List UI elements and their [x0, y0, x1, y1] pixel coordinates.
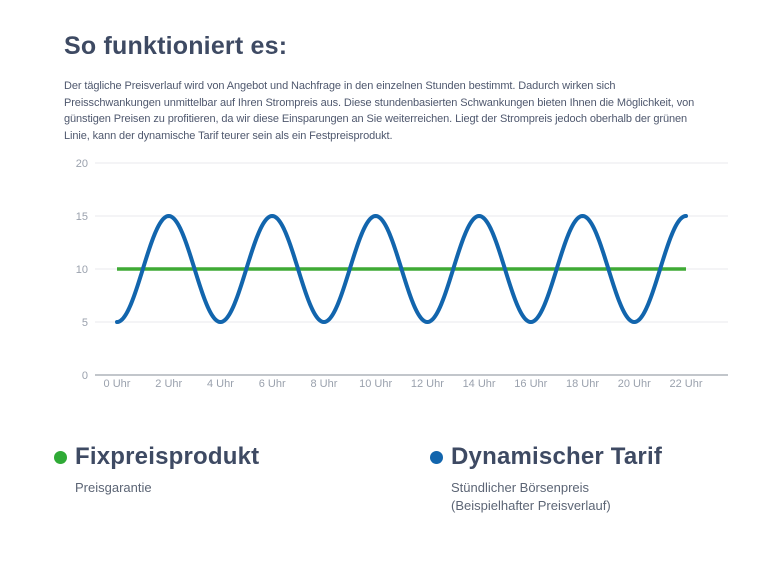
intro-line: Linie, kann der dynamische Tarif teurer … [64, 129, 393, 142]
legend-item-fixpreisprodukt: Fixpreisprodukt Preisgarantie [54, 441, 259, 497]
intro-line: Preisschwankungen unmittelbar auf Ihren … [64, 96, 695, 109]
legend-item-dynamischer-tarif: Dynamischer Tarif Stündlicher Börsenprei… [430, 441, 662, 515]
x-tick-label: 20 Uhr [618, 378, 651, 390]
x-tick-label: 10 Uhr [359, 378, 392, 390]
dynamischer-tarif-curve [115, 214, 688, 324]
x-tick-label: 16 Uhr [514, 378, 547, 390]
legend-sub-dynamischer-tarif-line2: (Beispielhafter Preisverlauf) [451, 498, 611, 513]
legend-sub-dynamischer-tarif-line1: Stündlicher Börsenpreis [451, 480, 590, 495]
x-tick-label: 0 Uhr [104, 378, 131, 390]
legend-title-dynamischer-tarif: Dynamischer Tarif [451, 443, 663, 470]
x-tick-label: 18 Uhr [566, 378, 599, 390]
legend-sub-fixpreisprodukt: Preisgarantie [75, 480, 152, 495]
price-chart: 0 5 10 15 20 0 Uhr 2 Uhr 4 Uhr 6 Uhr 8 Uhr 10 Uhr 1… [0, 150, 768, 400]
price-chart-canvas: 0 5 10 15 20 0 Uhr 2 Uhr 4 Uhr 6 Uhr 8 Uhr 10 Uhr 1… [76, 158, 728, 390]
page-title: So funktioniert es: [64, 32, 288, 60]
x-tick-label: 2 Uhr [155, 378, 182, 390]
x-tick-label: 12 Uhr [411, 378, 444, 390]
x-tick-label: 14 Uhr [463, 378, 496, 390]
y-tick-label: 20 [76, 158, 88, 170]
dynamisch-bullet-icon [430, 451, 443, 464]
legend-title-fixpreisprodukt: Fixpreisprodukt [75, 443, 260, 470]
x-tick-label: 22 Uhr [669, 378, 702, 390]
intro-line: günstigen Preisen zu profitieren, da wir… [64, 113, 688, 125]
y-tick-label: 10 [76, 264, 88, 276]
y-tick-label: 15 [76, 211, 88, 223]
x-tick-label: 8 Uhr [310, 378, 337, 390]
intro-paragraph: Der tägliche Preisverlauf wird von Angeb… [64, 78, 694, 144]
x-tick-label: 6 Uhr [259, 378, 286, 390]
intro-line: Der tägliche Preisverlauf wird von Angeb… [64, 80, 616, 92]
x-tick-label: 4 Uhr [207, 378, 234, 390]
y-tick-label: 5 [82, 317, 88, 329]
fixpreis-bullet-icon [54, 451, 67, 464]
y-tick-label: 0 [82, 370, 88, 382]
